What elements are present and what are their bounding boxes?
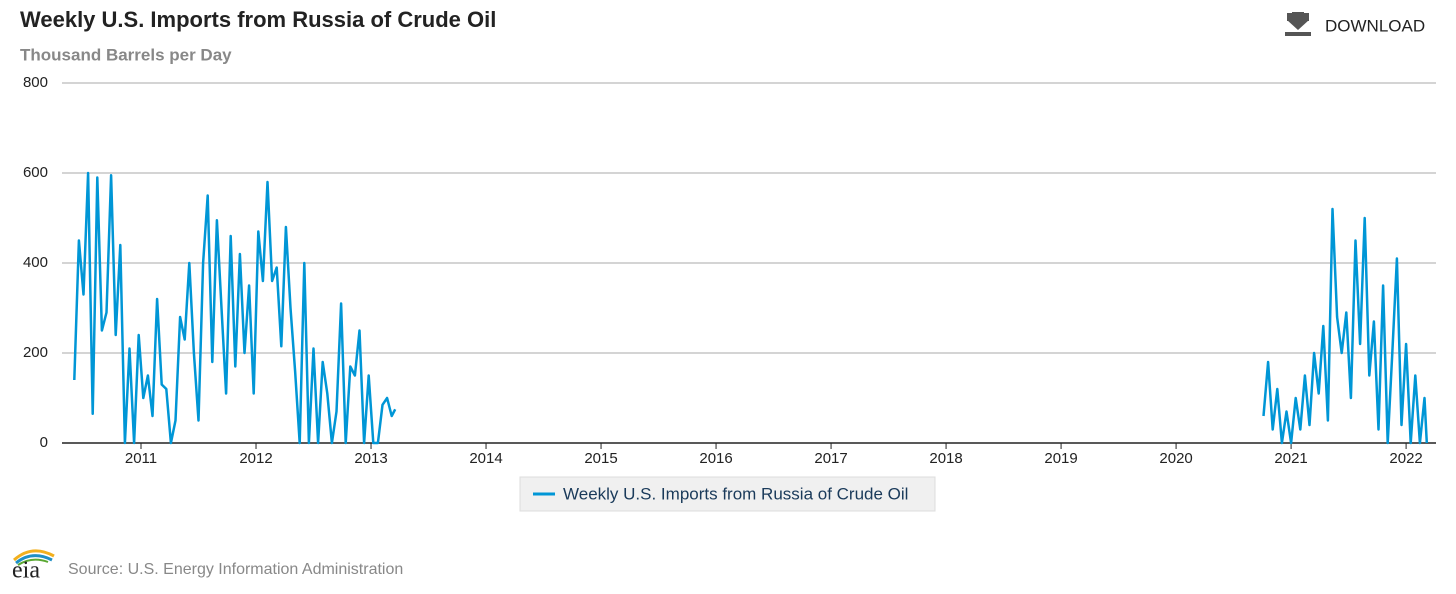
chart-title: Weekly U.S. Imports from Russia of Crude… bbox=[20, 7, 496, 32]
x-tick-label: 2020 bbox=[1159, 450, 1192, 467]
download-button[interactable]: DOWNLOAD bbox=[1285, 12, 1425, 36]
download-label: DOWNLOAD bbox=[1325, 16, 1425, 35]
legend-label: Weekly U.S. Imports from Russia of Crude… bbox=[563, 484, 908, 503]
x-tick-label: 2013 bbox=[354, 450, 387, 467]
logo-arc bbox=[17, 558, 49, 566]
y-tick-label: 400 bbox=[23, 254, 48, 271]
x-tick-label: 2022 bbox=[1389, 450, 1422, 467]
y-tick-label: 600 bbox=[23, 164, 48, 181]
data-line bbox=[73, 171, 1429, 445]
logo-arc bbox=[13, 549, 55, 562]
logo-arc bbox=[15, 554, 53, 565]
x-tick-label: 2012 bbox=[239, 450, 272, 467]
logo: eia bbox=[12, 549, 55, 584]
x-tick-label: 2017 bbox=[814, 450, 847, 467]
x-tick-label: 2014 bbox=[469, 450, 502, 467]
legend-box bbox=[519, 476, 936, 512]
chart-subtitle: Thousand Barrels per Day bbox=[20, 45, 232, 64]
x-tick-label: 2021 bbox=[1274, 450, 1307, 467]
y-tick-label: 800 bbox=[23, 74, 48, 91]
x-tick-label: 2011 bbox=[125, 450, 157, 467]
download-icon bbox=[1285, 32, 1311, 36]
y-tick-label: 0 bbox=[40, 434, 48, 451]
download-icon bbox=[1287, 12, 1309, 30]
y-tick-label: 200 bbox=[23, 344, 48, 361]
source-text: Source: U.S. Energy Information Administ… bbox=[68, 561, 403, 578]
logo-text: eia bbox=[12, 558, 40, 584]
x-tick-label: 2016 bbox=[699, 450, 732, 467]
x-tick-label: 2018 bbox=[929, 450, 962, 467]
x-tick-label: 2015 bbox=[584, 450, 617, 467]
x-tick-label: 2019 bbox=[1044, 450, 1077, 467]
